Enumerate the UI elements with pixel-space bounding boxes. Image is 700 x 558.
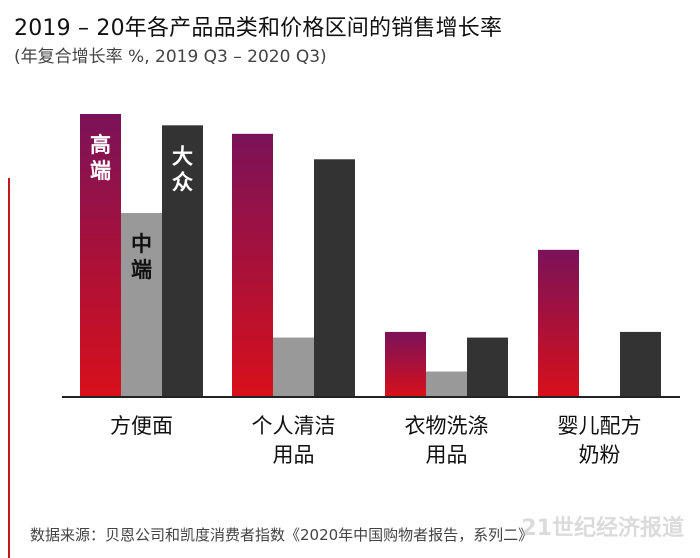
bar-mass-cat1: [162, 125, 203, 397]
category-label-3-line1: 衣物洗涤: [405, 414, 489, 438]
bar-mid-cat2: [273, 337, 314, 397]
series-label-mass-char2: 众: [172, 170, 193, 194]
category-label-2-line2: 用品: [273, 443, 315, 467]
bar-mass-cat2: [314, 159, 355, 397]
series-label-mid-char2: 端: [131, 258, 152, 282]
series-label-mass-char1: 大: [172, 144, 193, 168]
bar-mass-cat4: [620, 331, 661, 397]
data-source-note: 数据来源：贝恩公司和凯度消费者指数《2020年中国购物者报告，系列二》: [30, 526, 534, 544]
category-label-3-line2: 用品: [426, 443, 468, 467]
category-label-2-line1: 个人清洁: [252, 414, 336, 438]
series-label-mid-char1: 中: [131, 232, 152, 256]
side-accent-rule: [8, 178, 10, 558]
bar-premium-cat2: [232, 133, 273, 397]
series-label-premium-char1: 高: [90, 133, 111, 157]
bar-premium-cat1: [80, 114, 121, 397]
bar-premium-cat3: [385, 331, 426, 397]
chart-title: 2019 – 20年各产品品类和价格区间的销售增长率: [14, 16, 503, 41]
bar-premium-cat4: [538, 249, 579, 397]
chart-subtitle: (年复合增长率 %, 2019 Q3 – 2020 Q3): [14, 47, 327, 67]
category-label-4-line2: 奶粉: [579, 443, 621, 467]
bars-group: [80, 114, 661, 397]
bar-mid-cat1: [121, 213, 162, 397]
category-label-4-line1: 婴儿配方: [558, 414, 642, 438]
publisher-watermark: 21世纪经济报道: [521, 516, 684, 541]
bar-mid-cat3: [426, 371, 467, 397]
series-label-premium-char2: 端: [90, 159, 111, 183]
category-label-1-line1: 方便面: [110, 414, 173, 438]
bar-mass-cat3: [467, 337, 508, 397]
